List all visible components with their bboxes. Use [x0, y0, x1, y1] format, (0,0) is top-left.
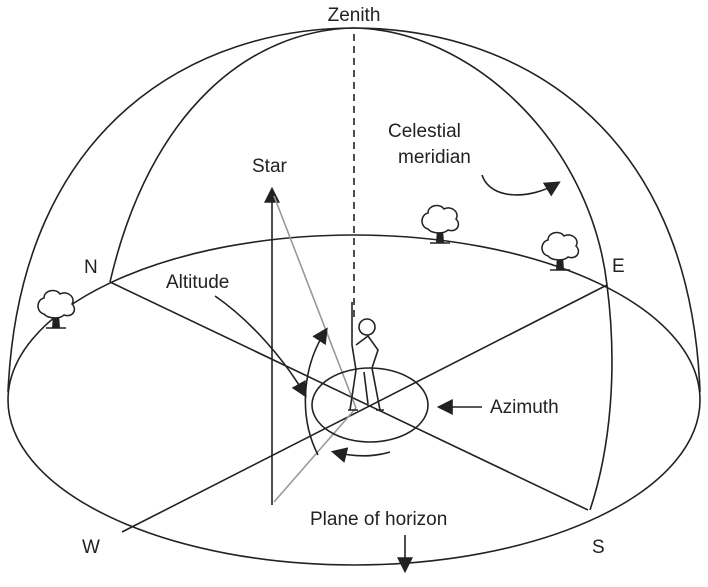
- label: Azimuth: [490, 397, 559, 418]
- tree: [421, 204, 460, 244]
- label: N: [84, 257, 98, 278]
- tree: [541, 231, 580, 271]
- label: Plane of horizon: [310, 509, 447, 530]
- observer: [348, 302, 384, 411]
- label: meridian: [398, 147, 471, 168]
- label: Star: [252, 156, 288, 177]
- star-triangle: [264, 186, 357, 505]
- dome: [7, 27, 701, 566]
- label: Altitude: [166, 272, 229, 293]
- azimuth-arc: [330, 447, 391, 463]
- meridian-arrow: [481, 174, 561, 197]
- label: S: [592, 537, 605, 558]
- label: E: [612, 256, 625, 277]
- label: Celestial: [388, 121, 461, 142]
- tree: [37, 289, 76, 329]
- label: W: [82, 537, 100, 558]
- azimuth-ellipse: [311, 367, 429, 443]
- altitude-arrow: [214, 295, 307, 398]
- label: Zenith: [328, 5, 381, 26]
